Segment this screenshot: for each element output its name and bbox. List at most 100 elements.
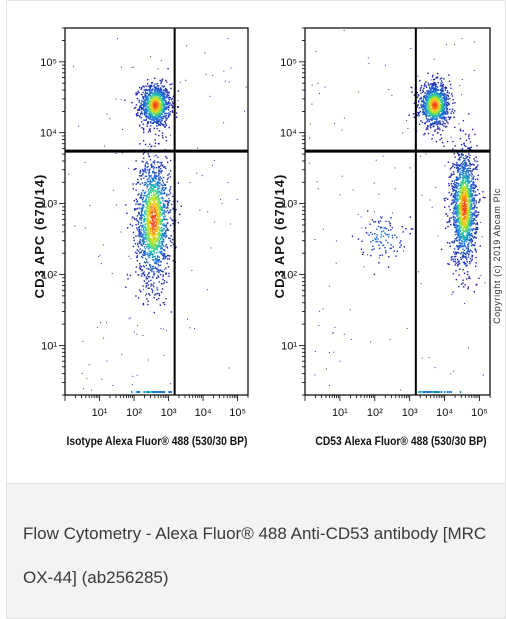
event-dot: [139, 172, 141, 174]
event-dot: [431, 123, 433, 126]
event-dot: [153, 196, 156, 198]
event-dot: [150, 163, 152, 166]
event-dot: [159, 94, 161, 96]
event-dot: [156, 277, 158, 280]
event-dot: [151, 177, 153, 180]
event-dot: [146, 117, 148, 119]
event-dot: [475, 230, 477, 233]
event-dot: [152, 216, 155, 219]
event-dot: [463, 272, 466, 274]
event-dot: [427, 108, 430, 110]
event-dot: [458, 221, 460, 223]
event-dot: [148, 232, 150, 235]
event-dot: [432, 113, 434, 115]
event-dot: [162, 104, 164, 106]
event-dot: [159, 114, 161, 117]
event-dots: [308, 30, 486, 393]
event-dot: [148, 174, 150, 176]
event-dot: [161, 185, 164, 187]
event-dot: [145, 213, 147, 216]
event-dot: [160, 108, 163, 110]
event-dot: [155, 252, 158, 254]
event-dot: [154, 230, 156, 232]
event-dot: [156, 183, 158, 185]
event-dot: [137, 244, 139, 246]
event-dot: [428, 119, 430, 121]
event-dot: [161, 188, 163, 190]
event-dot: [164, 100, 167, 102]
event-dot: [468, 161, 470, 163]
event-dot: [144, 111, 146, 114]
event-dot: [164, 120, 166, 123]
event-dot: [144, 200, 147, 203]
event-dot: [115, 153, 117, 154]
event-dot: [461, 154, 463, 156]
event-dot: [142, 335, 144, 336]
event-dot: [170, 186, 172, 188]
event-dot: [427, 90, 429, 92]
event-dot: [160, 123, 163, 125]
event-dot: [427, 109, 430, 111]
event-dot: [476, 211, 478, 213]
event-dot: [438, 97, 440, 99]
event-dot: [143, 237, 145, 239]
event-dot: [445, 111, 447, 113]
event-dot: [471, 229, 473, 232]
event-dot: [452, 273, 454, 275]
event-dot: [438, 94, 440, 96]
event-dot: [454, 206, 456, 208]
event-dot: [138, 99, 140, 101]
event-dot: [471, 240, 473, 243]
event-dot: [426, 92, 428, 95]
event-dot: [476, 215, 478, 217]
event-dot: [155, 98, 157, 101]
event-dot: [146, 187, 148, 189]
event-dot: [443, 116, 446, 118]
event-dot: [460, 245, 462, 248]
event-dot: [152, 190, 154, 192]
event-dot: [160, 220, 163, 222]
event-dot: [171, 110, 173, 112]
event-dot: [161, 207, 163, 209]
event-dot: [462, 195, 464, 198]
event-dot: [171, 219, 173, 221]
event-dot: [134, 251, 137, 254]
event-dot: [467, 159, 469, 161]
event-dot: [158, 90, 160, 92]
event-dot: [154, 184, 156, 186]
event-dot: [482, 196, 485, 199]
event-dot: [224, 80, 226, 82]
event-dot: [152, 161, 154, 163]
event-dot: [460, 244, 462, 246]
event-dot: [432, 114, 434, 117]
event-dot: [468, 135, 470, 138]
event-dot: [435, 111, 437, 113]
event-dot: [468, 175, 470, 177]
event-dot: [161, 213, 163, 215]
event-dot: [140, 222, 142, 224]
event-dot: [162, 224, 165, 227]
event-dot: [148, 216, 150, 218]
event-dot: [154, 142, 157, 144]
event-dot: [162, 328, 164, 330]
event-dot: [418, 95, 420, 97]
event-dot: [157, 113, 159, 115]
event-dot: [139, 115, 141, 118]
event-dot: [464, 220, 466, 222]
event-dot: [148, 129, 150, 131]
event-dot: [132, 188, 134, 190]
event-dot: [439, 115, 441, 118]
event-dot: [146, 98, 148, 101]
event-dot: [136, 201, 138, 203]
event-dot: [460, 183, 462, 185]
event-dot: [462, 187, 464, 190]
event-dot: [455, 186, 457, 188]
event-dot: [155, 260, 157, 263]
event-dot: [144, 85, 146, 87]
event-dot: [484, 197, 486, 199]
y-tick-label: 10¹: [41, 340, 57, 352]
event-dot: [139, 242, 141, 244]
event-dot: [411, 86, 413, 89]
event-dot: [136, 227, 138, 229]
event-dot: [158, 120, 160, 123]
